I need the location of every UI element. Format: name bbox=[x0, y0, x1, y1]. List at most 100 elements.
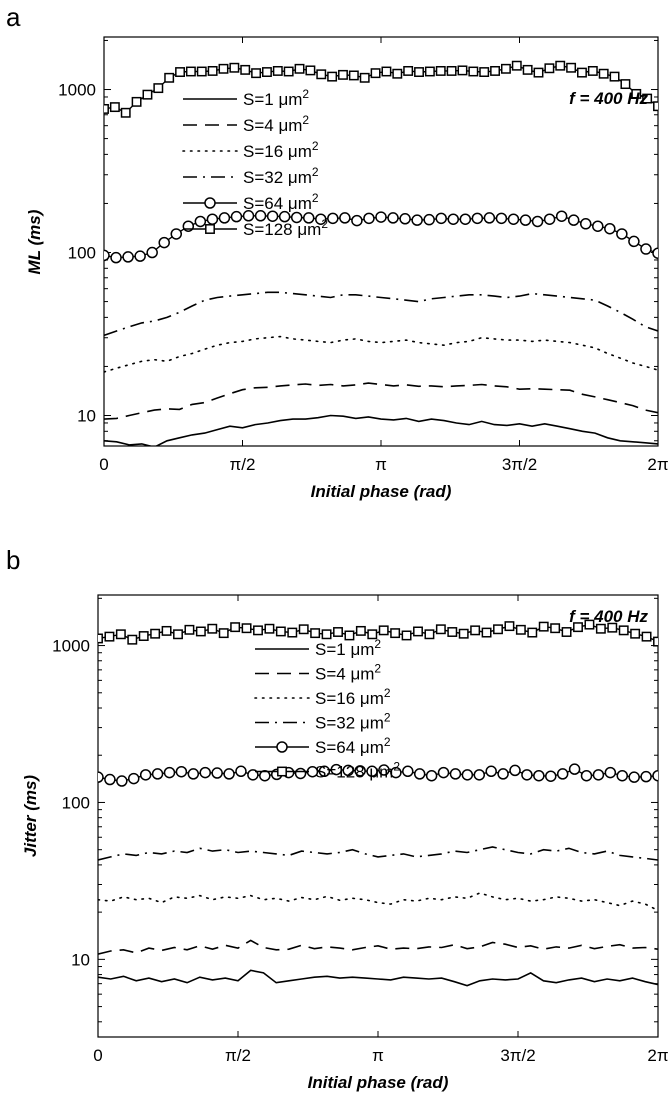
data-point bbox=[253, 625, 263, 636]
x-tick-label: 2π bbox=[647, 1046, 668, 1065]
data-point bbox=[402, 765, 414, 778]
series-line bbox=[98, 892, 658, 912]
data-point bbox=[104, 103, 109, 114]
legend-label: S=32 μm2 bbox=[243, 165, 319, 187]
x-tick-label: π bbox=[372, 1046, 384, 1065]
data-point bbox=[150, 628, 161, 639]
x-tick-label: π bbox=[375, 455, 387, 474]
legend-marker bbox=[204, 197, 216, 209]
data-point bbox=[631, 88, 642, 99]
legend-entry: S=4 μm2 bbox=[183, 113, 309, 135]
data-point bbox=[577, 67, 587, 78]
data-point bbox=[173, 629, 183, 640]
legend-entry: S=4 μm2 bbox=[255, 662, 381, 684]
data-point bbox=[473, 769, 486, 781]
series-6 bbox=[104, 60, 658, 118]
data-point bbox=[449, 768, 462, 780]
data-point bbox=[461, 769, 474, 781]
series-1 bbox=[98, 969, 658, 987]
data-point bbox=[390, 766, 402, 779]
data-point bbox=[367, 629, 378, 640]
legend-entry: S=64 μm2 bbox=[183, 191, 319, 213]
legend-entry: S=64 μm2 bbox=[255, 735, 391, 757]
data-point bbox=[435, 212, 447, 225]
data-point bbox=[355, 625, 366, 636]
data-point bbox=[481, 627, 492, 638]
legend-marker bbox=[205, 224, 215, 234]
data-point bbox=[424, 629, 435, 640]
legend-entry: S=16 μm2 bbox=[254, 686, 391, 708]
data-point bbox=[98, 633, 103, 644]
data-point bbox=[134, 250, 146, 262]
data-point bbox=[652, 247, 658, 259]
data-point bbox=[471, 212, 484, 225]
data-point bbox=[153, 83, 164, 94]
data-point bbox=[235, 765, 247, 778]
panel-a-letter: a bbox=[6, 2, 21, 32]
x-tick-label: 2π bbox=[647, 455, 668, 474]
data-point bbox=[163, 766, 176, 779]
data-point bbox=[652, 769, 658, 782]
data-point bbox=[490, 65, 501, 76]
data-point bbox=[127, 634, 138, 645]
panel-b-xlabel: Initial phase (rad) bbox=[308, 1073, 449, 1092]
series-6 bbox=[98, 619, 658, 647]
data-point bbox=[573, 622, 583, 633]
data-point bbox=[170, 228, 183, 240]
data-point bbox=[254, 210, 267, 222]
data-point bbox=[504, 621, 515, 632]
series-5 bbox=[104, 210, 658, 264]
data-point bbox=[327, 71, 338, 82]
data-point bbox=[543, 213, 556, 225]
data-point bbox=[511, 60, 522, 71]
data-point bbox=[115, 629, 126, 640]
panel-a: a 0 π/2 π 3π/2 2π 10 100 1000 f = 400 Hz S=1 μ… bbox=[6, 2, 669, 501]
data-point bbox=[500, 63, 511, 74]
legend-label: S=64 μm2 bbox=[315, 735, 391, 757]
data-point bbox=[479, 67, 490, 77]
series-3 bbox=[104, 335, 658, 373]
data-point bbox=[146, 246, 158, 259]
data-point bbox=[592, 220, 604, 232]
data-point bbox=[116, 775, 128, 787]
data-point bbox=[579, 218, 592, 230]
panel-a-legend: S=1 μm2 S=4 μm2 S=16 μm2 S=32 μm2 S=64 μm2 S=… bbox=[182, 87, 328, 239]
data-point bbox=[194, 215, 207, 228]
data-point bbox=[493, 624, 503, 635]
panel-a-xticks: 0 π/2 π 3π/2 2π bbox=[99, 37, 669, 474]
panel-b-xticks: 0 π/2 π 3π/2 2π bbox=[93, 595, 669, 1065]
data-point bbox=[370, 68, 381, 79]
data-point bbox=[127, 772, 140, 785]
x-tick-label: π/2 bbox=[230, 455, 256, 474]
series-5 bbox=[98, 763, 658, 787]
data-point bbox=[598, 68, 609, 79]
data-point bbox=[175, 765, 188, 778]
data-point bbox=[403, 65, 414, 76]
series-2 bbox=[98, 939, 658, 955]
series-line bbox=[104, 382, 658, 420]
data-point bbox=[294, 767, 307, 780]
data-point bbox=[109, 102, 120, 113]
data-point bbox=[641, 631, 652, 642]
data-point bbox=[587, 65, 598, 76]
legend-label: S=32 μm2 bbox=[315, 711, 391, 733]
data-point bbox=[342, 764, 354, 777]
data-point bbox=[628, 771, 640, 783]
panel-b-frequency-annotation: f = 400 Hz bbox=[569, 607, 648, 626]
data-point bbox=[184, 624, 195, 635]
data-point bbox=[161, 625, 172, 636]
data-point bbox=[401, 630, 412, 641]
data-point bbox=[344, 630, 355, 641]
x-tick-label: 3π/2 bbox=[500, 1046, 535, 1065]
x-tick-label: 0 bbox=[93, 1046, 102, 1065]
data-point bbox=[359, 72, 370, 83]
data-point bbox=[242, 210, 255, 222]
panel-a-ylabel: ML (ms) bbox=[25, 209, 44, 274]
data-point bbox=[278, 210, 291, 223]
data-point bbox=[120, 107, 131, 118]
data-point bbox=[351, 214, 363, 227]
legend-label: S=16 μm2 bbox=[315, 686, 391, 708]
data-point bbox=[110, 251, 122, 264]
legend-label: S=1 μm2 bbox=[315, 637, 381, 659]
data-point bbox=[218, 212, 231, 224]
